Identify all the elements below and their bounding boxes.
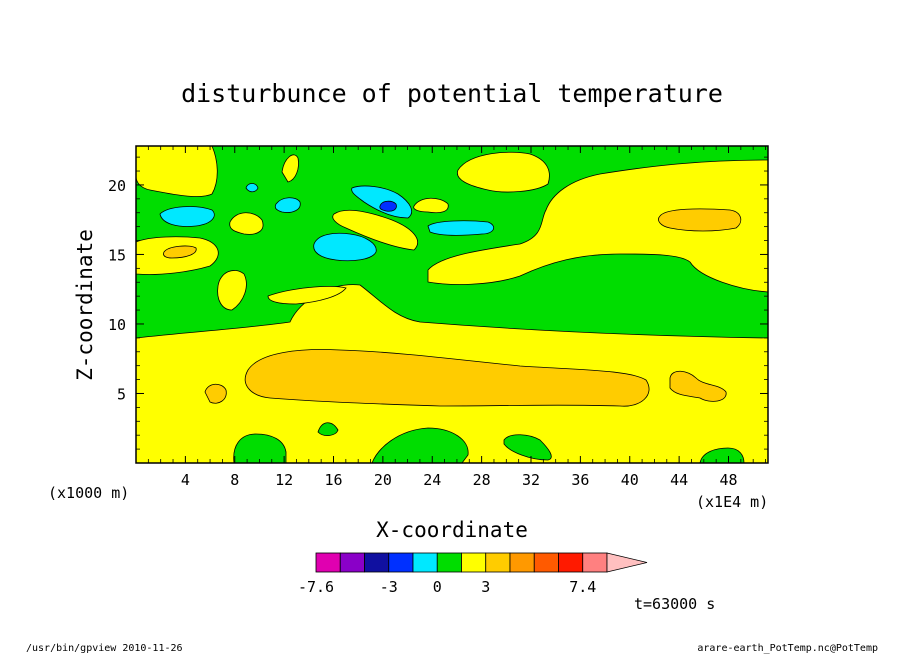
colorbar-cell — [436, 552, 462, 573]
x-tick-label: 48 — [719, 471, 737, 489]
contour-region-positive-mid-right — [669, 370, 727, 402]
x-axis-label: X-coordinate — [376, 518, 528, 542]
x-tick-label: 28 — [473, 471, 491, 489]
colorbar-label: 3 — [481, 578, 490, 596]
plot-frame — [135, 145, 769, 464]
colorbar-label: 7.4 — [569, 578, 596, 596]
contour-region-negative-low-3 — [313, 232, 377, 262]
time-label: t=63000 s — [634, 595, 715, 613]
x-unit-right-label: (x1E4 m) — [696, 493, 768, 511]
plot-area — [135, 145, 769, 464]
contour-region-positive-low-blob3 — [332, 209, 418, 251]
contour-region-positive-mid-core — [244, 349, 650, 407]
y-tick-label: 15 — [108, 246, 126, 264]
contour-region-positive-mid-topright — [658, 208, 742, 232]
x-tick-label: 12 — [275, 471, 293, 489]
colorbar: -7.6 -3 0 3 7.4 — [298, 552, 648, 596]
y-tick-label: 10 — [108, 316, 126, 334]
footer-left: /usr/bin/gpview 2010-11-26 — [26, 643, 183, 654]
contour-region-negative-mid-core — [379, 200, 397, 212]
contour-region-positive-low-smallmid — [413, 197, 449, 214]
colorbar-label: -3 — [380, 578, 398, 596]
contour-region-negative-low-4 — [351, 185, 412, 219]
contour-region-positive-low-blob5 — [267, 286, 347, 305]
contour-region-zero-bottom-1 — [233, 433, 287, 463]
contour-region-zero-bottom-5 — [317, 422, 339, 436]
colorbar-arrow — [606, 552, 648, 573]
colorbar-cell — [339, 552, 365, 573]
colorbar-cell — [315, 552, 341, 573]
y-axis-ticks: 5 10 15 20 — [108, 156, 768, 450]
colorbar-cell — [485, 552, 511, 573]
contour-region-positive-mid-left — [204, 383, 227, 404]
contour-region-positive-mid-leftspot — [163, 245, 197, 259]
contour-region-positive-low-topleft — [136, 146, 218, 197]
colorbar-label: 0 — [433, 578, 442, 596]
contour-region-positive-low-big — [427, 159, 768, 293]
y-tick-label: 20 — [108, 177, 126, 195]
contour-region-negative-low-6 — [245, 183, 259, 193]
contour-region-negative-low-5 — [427, 220, 495, 236]
x-tick-label: 24 — [423, 471, 441, 489]
x-tick-label: 36 — [571, 471, 589, 489]
colorbar-cell — [509, 552, 535, 573]
colorbar-label: -7.6 — [298, 578, 334, 596]
x-tick-label: 40 — [621, 471, 639, 489]
chart-title: disturbunce of potential temperature — [181, 79, 723, 108]
contour-region-positive-low-blob2 — [281, 154, 299, 183]
x-tick-label: 16 — [324, 471, 342, 489]
contour-region-positive-low-topmid — [457, 151, 550, 193]
contour-region-negative-low-2 — [274, 197, 301, 213]
colorbar-cell — [461, 552, 487, 573]
x-tick-label: 32 — [522, 471, 540, 489]
colorbar-cell — [582, 552, 608, 573]
y-axis-label: Z-coordinate — [73, 229, 97, 381]
colorbar-cell — [412, 552, 438, 573]
x-tick-label: 44 — [670, 471, 688, 489]
colorbar-cell — [364, 552, 390, 573]
x-tick-label: 4 — [181, 471, 190, 489]
contour-region-zero-bottom-4 — [699, 447, 745, 463]
x-tick-label: 8 — [230, 471, 239, 489]
x-axis-ticks: 4 8 12 16 20 24 28 32 36 40 44 48 — [147, 146, 766, 489]
contour-region-zero-bottom-2 — [371, 427, 469, 463]
x-tick-label: 20 — [374, 471, 392, 489]
y-tick-label: 5 — [117, 385, 126, 403]
contour-region-zero-bottom-3 — [503, 434, 552, 461]
colorbar-cell — [533, 552, 559, 573]
colorbar-cell — [388, 552, 414, 573]
contour-region-positive-low-blob4 — [229, 212, 264, 235]
contour-region-negative-low-1 — [159, 206, 215, 227]
colorbar-cell — [558, 552, 584, 573]
footer-right: arare-earth_PotTemp.nc@PotTemp — [697, 643, 878, 654]
contour-region-positive-low-blob1 — [217, 270, 247, 311]
x-unit-left-label: (x1000 m) — [48, 484, 129, 502]
